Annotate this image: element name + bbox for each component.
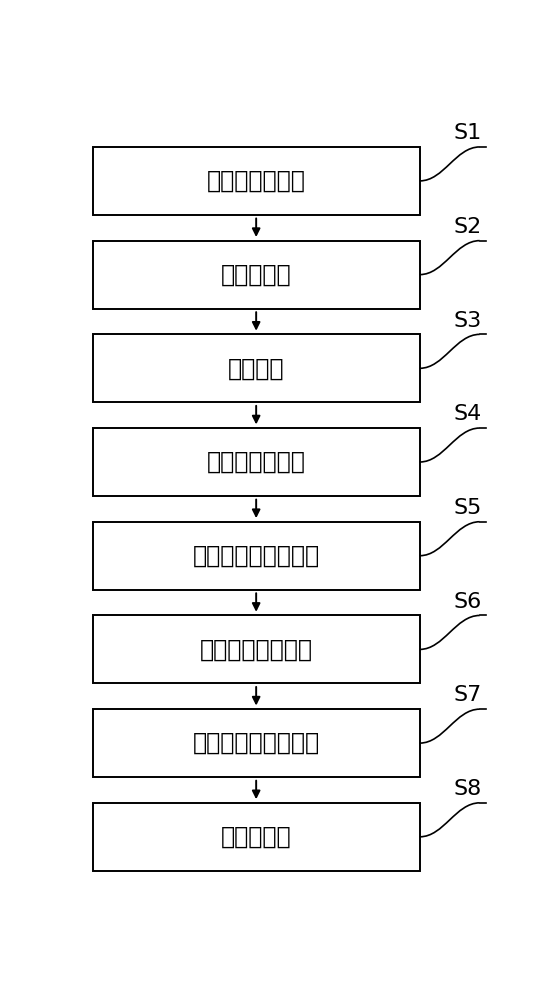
Bar <box>93 709 420 777</box>
Text: S2: S2 <box>454 217 482 237</box>
Text: S1: S1 <box>454 123 482 143</box>
Bar <box>93 522 420 590</box>
Text: 整体调平: 整体调平 <box>228 356 284 380</box>
Bar <box>93 803 420 871</box>
Text: 预制密肋板定位: 预制密肋板定位 <box>207 450 306 474</box>
Text: 混凝土浇筑: 混凝土浇筑 <box>221 825 291 849</box>
Text: 空腔模板制作安装: 空腔模板制作安装 <box>200 637 312 661</box>
Bar <box>93 334 420 402</box>
Text: S4: S4 <box>454 404 482 424</box>
Text: S6: S6 <box>454 592 482 612</box>
Bar <box>93 615 420 683</box>
Text: S5: S5 <box>453 498 482 518</box>
Text: 预制密肋板下板安装: 预制密肋板下板安装 <box>193 544 320 568</box>
Text: 预制密肋板上板安装: 预制密肋板上板安装 <box>193 731 320 755</box>
Text: 铺设主龙骨: 铺设主龙骨 <box>221 263 291 287</box>
Bar <box>93 428 420 496</box>
Text: S3: S3 <box>454 311 482 331</box>
Bar <box>93 241 420 309</box>
Text: 满堂脚手架搭建: 满堂脚手架搭建 <box>207 169 306 193</box>
Text: S7: S7 <box>454 685 482 705</box>
Text: S8: S8 <box>454 779 482 799</box>
Bar <box>93 147 420 215</box>
